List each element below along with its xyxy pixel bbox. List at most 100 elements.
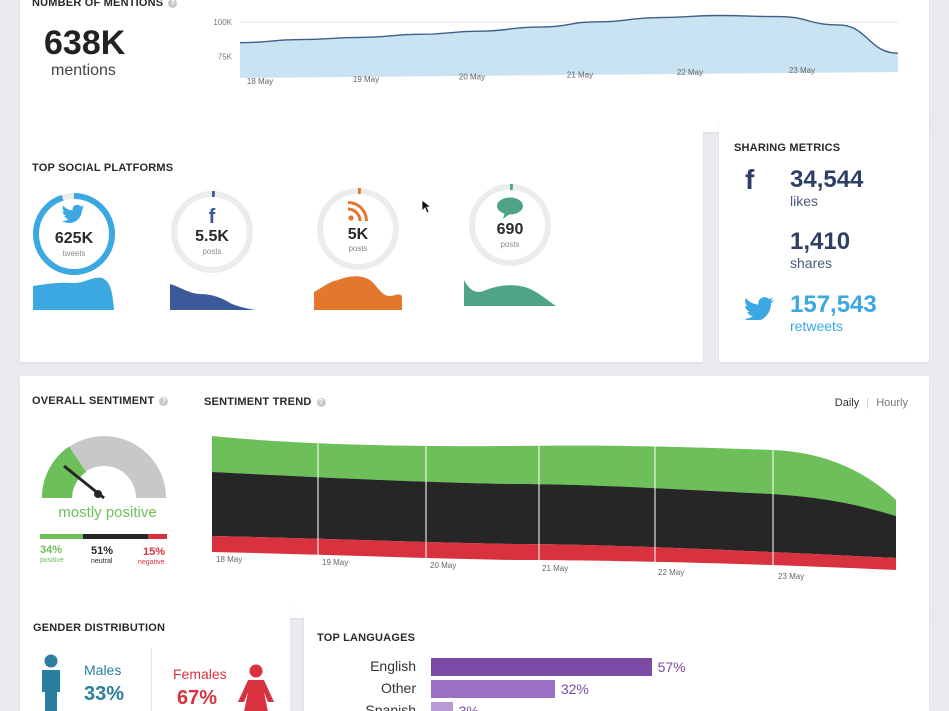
- rss-icon: [347, 201, 368, 222]
- toggle-hourly[interactable]: Hourly: [876, 397, 908, 409]
- sentiment-trend-title-text: SENTIMENT TREND: [204, 396, 312, 408]
- mentions-ytick: 75K: [218, 52, 233, 61]
- platform-facebook-unit: posts: [202, 247, 222, 256]
- language-bar[interactable]: [431, 658, 652, 676]
- mentions-unit: mentions: [51, 62, 116, 79]
- trend-xtick: 23 May: [778, 572, 804, 581]
- trend-positive-area: [212, 436, 896, 516]
- mentions-chart: 100K 75K 18 May 19 May 20 May 21 May 22 May 23 …: [213, 14, 899, 86]
- mentions-xtick: 19 May: [353, 75, 379, 84]
- toggle-daily[interactable]: Daily: [834, 397, 860, 409]
- help-icon[interactable]: ?: [159, 396, 169, 406]
- overall-sentiment-title: OVERALL SENTIMENT?: [32, 395, 169, 407]
- language-bar[interactable]: [431, 680, 555, 698]
- sharing-metrics-panel: SHARING METRICS f 34,544 likes 1,410 sha…: [719, 118, 929, 362]
- gender-divider: [151, 648, 152, 711]
- platform-rss-ring: [317, 188, 399, 270]
- facebook-icon: f: [745, 164, 755, 195]
- sentiment-verdict: mostly positive: [58, 504, 157, 521]
- platform-chat-value: 690: [496, 221, 524, 238]
- females-pct: 67%: [177, 687, 218, 709]
- trend-xtick: 21 May: [542, 564, 568, 573]
- language-row: English 57%: [304, 658, 929, 676]
- mentions-panel: NUMBER OF MENTIONS? 638K mentions 100K 75…: [20, 0, 929, 132]
- mentions-xtick: 23 May: [789, 66, 815, 75]
- mentions-value: 638K: [44, 24, 126, 62]
- gender-panel: GENDER DISTRIBUTION Males 33% Females 67…: [20, 600, 290, 711]
- platform-facebook-sparkline: [170, 284, 256, 310]
- platform-rss[interactable]: 5K posts: [314, 184, 414, 324]
- negative-pct: 15%: [143, 546, 166, 558]
- mentions-title-text: NUMBER OF MENTIONS: [32, 0, 164, 9]
- toggle-divider: |: [866, 397, 870, 409]
- facebook-likes-value: 34,544: [790, 166, 864, 193]
- facebook-shares-value: 1,410: [790, 228, 851, 255]
- trend-neutral-area: [212, 472, 896, 558]
- males-label: Males: [84, 662, 122, 678]
- platform-facebook-graphic: f: [170, 191, 256, 310]
- platform-facebook-value: 5.5K: [195, 228, 229, 245]
- sentiment-trend-chart: 18 May 19 May 20 May 21 May 22 May 23 Ma…: [212, 432, 896, 582]
- male-icon: [42, 654, 60, 711]
- platform-rss-graphic: [314, 188, 402, 310]
- languages-title: TOP LANGUAGES: [317, 632, 416, 644]
- neutral-label: neutral: [91, 558, 113, 565]
- language-pct: 57%: [657, 659, 686, 675]
- mentions-area: [240, 15, 898, 79]
- trend-negative-area: [212, 536, 896, 570]
- help-icon[interactable]: ?: [168, 0, 178, 8]
- mentions-xtick: 18 May: [247, 77, 273, 86]
- facebook-shares-label: shares: [790, 255, 833, 271]
- languages-list: English 57% Other 32% Spanish 3%: [304, 658, 929, 711]
- mouse-cursor-icon: [421, 199, 431, 214]
- language-bar[interactable]: [431, 702, 453, 711]
- mentions-title: NUMBER OF MENTIONS?: [32, 0, 178, 9]
- trend-xtick: 18 May: [216, 555, 242, 564]
- platform-chat-sparkline: [464, 280, 556, 306]
- mentions-ytick: 100K: [213, 18, 232, 27]
- twitter-icon: [744, 297, 774, 320]
- gender-title: GENDER DISTRIBUTION: [33, 622, 166, 634]
- facebook-icon: f: [209, 206, 216, 228]
- platform-rss-unit: posts: [348, 244, 368, 253]
- female-icon: [238, 664, 274, 711]
- platform-chat-unit: posts: [500, 240, 520, 249]
- males-pct: 33%: [84, 683, 125, 705]
- language-name: Other: [380, 680, 416, 696]
- sharing-title: SHARING METRICS: [734, 142, 841, 154]
- platform-chat[interactable]: 690 posts: [464, 182, 564, 322]
- sentiment-split-bar: [40, 534, 167, 539]
- chat-icon: [497, 197, 523, 219]
- facebook-likes-label: likes: [790, 193, 819, 209]
- sentiment-trend-title: SENTIMENT TREND?: [204, 396, 326, 408]
- twitter-retweets-label: retweets: [790, 318, 843, 334]
- language-row: Other 32%: [304, 680, 929, 698]
- trend-xtick: 19 May: [322, 558, 348, 567]
- mentions-xtick: 21 May: [567, 70, 593, 79]
- positive-pct: 34%: [40, 544, 63, 556]
- platform-rss-sparkline: [314, 276, 402, 310]
- platform-twitter-graphic: [33, 193, 115, 310]
- trend-toggle: Daily | Hourly: [835, 397, 908, 409]
- language-pct: 32%: [560, 681, 589, 697]
- help-icon[interactable]: ?: [316, 397, 326, 407]
- platform-facebook-ring: [171, 191, 253, 273]
- platform-facebook[interactable]: f 5.5K posts: [170, 186, 270, 326]
- platform-twitter-ring: [33, 193, 115, 275]
- platforms-title: TOP SOCIAL PLATFORMS: [32, 162, 174, 174]
- language-row: Spanish 3%: [304, 702, 929, 711]
- sentiment-gauge: [41, 436, 166, 500]
- mentions-xtick: 20 May: [459, 73, 485, 82]
- platform-twitter-unit: tweets: [62, 249, 86, 258]
- social-platforms-panel: TOP SOCIAL PLATFORMS 625K tweets f 5.5K …: [20, 128, 703, 362]
- trend-xtick: 22 May: [658, 568, 684, 577]
- platform-twitter[interactable]: 625K tweets: [32, 186, 132, 326]
- language-name: Spanish: [365, 702, 416, 711]
- languages-panel: TOP LANGUAGES English 57% Other 32% Spanish 3…: [304, 612, 929, 711]
- twitter-retweets-value: 157,543: [790, 291, 877, 318]
- platform-chat-graphic: [464, 184, 556, 306]
- twitter-icon: [62, 204, 84, 223]
- positive-label: positive: [40, 557, 64, 564]
- platform-rss-value: 5K: [347, 226, 369, 243]
- platform-twitter-sparkline: [33, 277, 114, 310]
